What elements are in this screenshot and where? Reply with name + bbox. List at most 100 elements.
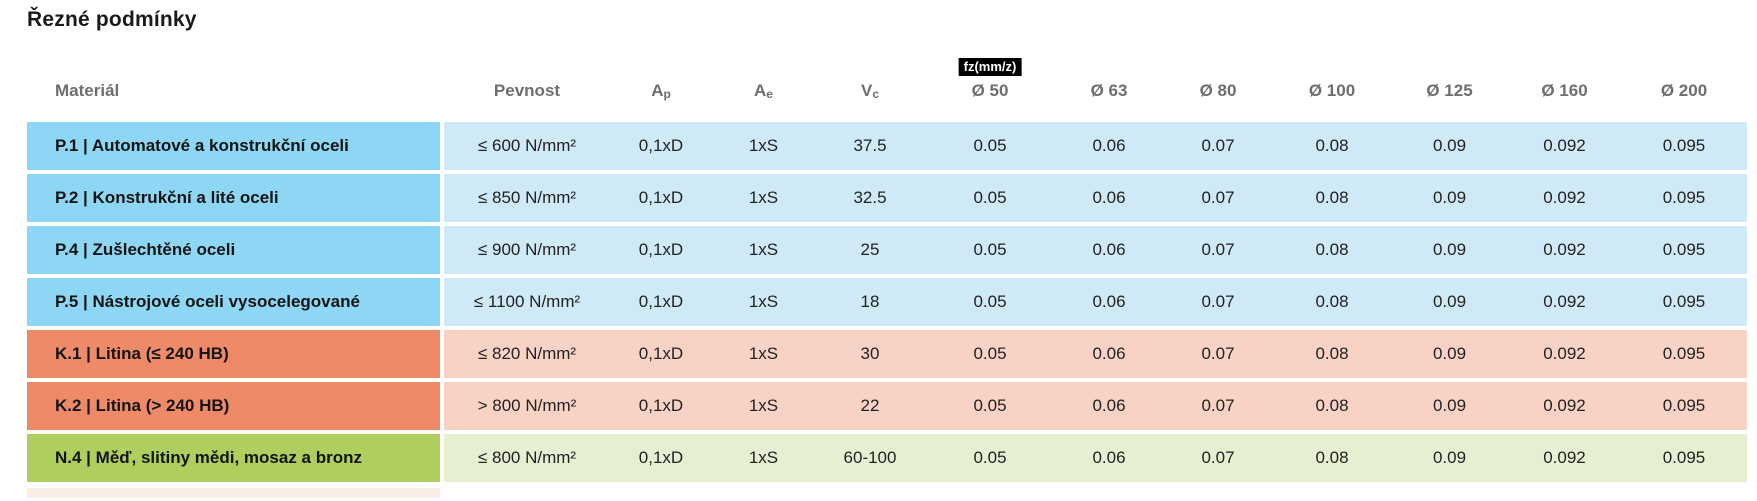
value-cell-d200: 0.095 [1621, 434, 1747, 482]
header-label: A [651, 81, 664, 100]
value-cell-pevnost: ≤ 800 N/mm² [444, 434, 610, 482]
value-cell-ap: 0,1xD [610, 122, 712, 170]
row-column-gap [440, 434, 444, 482]
value-cell-ap: 0,1xD [610, 226, 712, 274]
table-row: K.1 | Litina (≤ 240 HB) ≤ 820 N/mm² 0,1xD 1… [27, 330, 1747, 378]
material-cell: K.2 | Litina (> 240 HB) [27, 382, 440, 430]
value-cell-d80: 0.07 [1163, 122, 1273, 170]
row-column-gap [440, 122, 444, 170]
value-cell-ae: 1xS [712, 122, 815, 170]
value-cell-d125: 0.09 [1391, 278, 1508, 326]
table-row: P.5 | Nástrojové oceli vysocelegované ≤ 1… [27, 278, 1747, 326]
value-cell-d50: 0.05 [925, 382, 1055, 430]
value-cell-d63: 0.06 [1055, 382, 1163, 430]
value-cell-d160: 0.092 [1508, 382, 1621, 430]
header-cell-material: Materiál [27, 81, 440, 102]
header-label: Ø 80 [1199, 81, 1237, 100]
value-cell-vc: 37.5 [815, 122, 925, 170]
next-row-partial-sliver [27, 488, 440, 498]
value-cell-vc: 25 [815, 226, 925, 274]
value-cell-d125: 0.09 [1391, 382, 1508, 430]
value-cell-d63: 0.06 [1055, 174, 1163, 222]
value-cell-ae: 1xS [712, 434, 815, 482]
value-cell-d100: 0.08 [1273, 382, 1391, 430]
header-label: Ø 100 [1308, 81, 1356, 100]
value-cell-d50: 0.05 [925, 330, 1055, 378]
table-row: P.2 | Konstrukční a lité oceli ≤ 850 N/mm… [27, 174, 1747, 222]
value-cell-d125: 0.09 [1391, 434, 1508, 482]
value-cell-vc: 60-100 [815, 434, 925, 482]
table-row: N.4 | Měď, slitiny mědi, mosaz a bronz ≤ … [27, 434, 1747, 482]
value-cell-ap: 0,1xD [610, 330, 712, 378]
material-cell: K.1 | Litina (≤ 240 HB) [27, 330, 440, 378]
header-label: Pevnost [493, 81, 561, 100]
row-column-gap [440, 174, 444, 222]
value-cell-ae: 1xS [712, 330, 815, 378]
header-label: Ø 63 [1090, 81, 1128, 100]
page-title: Řezné podmínky [27, 8, 197, 31]
header-cell-d50: Ø 50 fz(mm/z) [925, 58, 1055, 102]
row-column-gap [440, 226, 444, 274]
header-label: Ø 50 [971, 81, 1009, 100]
material-cell: P.5 | Nástrojové oceli vysocelegované [27, 278, 440, 326]
value-cell-ap: 0,1xD [610, 382, 712, 430]
value-cell-d200: 0.095 [1621, 226, 1747, 274]
value-cell-d100: 0.08 [1273, 434, 1391, 482]
value-cell-vc: 22 [815, 382, 925, 430]
row-column-gap [440, 278, 444, 326]
value-cell-d50: 0.05 [925, 278, 1055, 326]
value-cell-d125: 0.09 [1391, 226, 1508, 274]
value-cell-d200: 0.095 [1621, 174, 1747, 222]
fz-unit-badge: fz(mm/z) [958, 58, 1022, 76]
header-label: Materiál [55, 81, 120, 100]
value-cell-d63: 0.06 [1055, 278, 1163, 326]
value-cell-d63: 0.06 [1055, 226, 1163, 274]
value-cell-ap: 0,1xD [610, 174, 712, 222]
value-cell-d160: 0.092 [1508, 278, 1621, 326]
value-cell-d200: 0.095 [1621, 382, 1747, 430]
header-label: Ø 125 [1426, 81, 1473, 100]
value-cell-vc: 18 [815, 278, 925, 326]
value-cell-d100: 0.08 [1273, 122, 1391, 170]
table-row: P.4 | Zušlechtěné oceli ≤ 900 N/mm² 0,1xD 1… [27, 226, 1747, 274]
material-cell: P.1 | Automatové a konstrukční oceli [27, 122, 440, 170]
value-cell-d80: 0.07 [1163, 330, 1273, 378]
value-cell-d50: 0.05 [925, 226, 1055, 274]
value-cell-d160: 0.092 [1508, 330, 1621, 378]
value-cell-pevnost: ≤ 1100 N/mm² [444, 278, 610, 326]
value-cell-d50: 0.05 [925, 174, 1055, 222]
value-cell-d125: 0.09 [1391, 122, 1508, 170]
value-cell-d160: 0.092 [1508, 226, 1621, 274]
row-column-gap [440, 330, 444, 378]
value-cell-ae: 1xS [712, 226, 815, 274]
header-cell-d200: Ø 200 [1621, 81, 1747, 102]
material-cell: N.4 | Měď, slitiny mědi, mosaz a bronz [27, 434, 440, 482]
table-body: P.1 | Automatové a konstrukční oceli ≤ 60… [27, 122, 1747, 482]
value-cell-d200: 0.095 [1621, 122, 1747, 170]
material-cell: P.4 | Zušlechtěné oceli [27, 226, 440, 274]
value-cell-ap: 0,1xD [610, 434, 712, 482]
value-cell-d80: 0.07 [1163, 434, 1273, 482]
value-cell-ae: 1xS [712, 278, 815, 326]
value-cell-pevnost: > 800 N/mm² [444, 382, 610, 430]
value-cell-d100: 0.08 [1273, 174, 1391, 222]
header-label-subscript: p [663, 87, 671, 101]
value-cell-ae: 1xS [712, 174, 815, 222]
value-cell-d50: 0.05 [925, 122, 1055, 170]
header-label-subscript: c [872, 87, 880, 101]
value-cell-d63: 0.06 [1055, 122, 1163, 170]
value-cell-d125: 0.09 [1391, 330, 1508, 378]
value-cell-d160: 0.092 [1508, 174, 1621, 222]
value-cell-d160: 0.092 [1508, 434, 1621, 482]
header-label: A [754, 81, 767, 100]
header-cell-d63: Ø 63 [1055, 81, 1163, 102]
value-cell-d80: 0.07 [1163, 174, 1273, 222]
header-label-subscript: e [766, 87, 773, 101]
value-cell-ae: 1xS [712, 382, 815, 430]
value-cell-d160: 0.092 [1508, 122, 1621, 170]
